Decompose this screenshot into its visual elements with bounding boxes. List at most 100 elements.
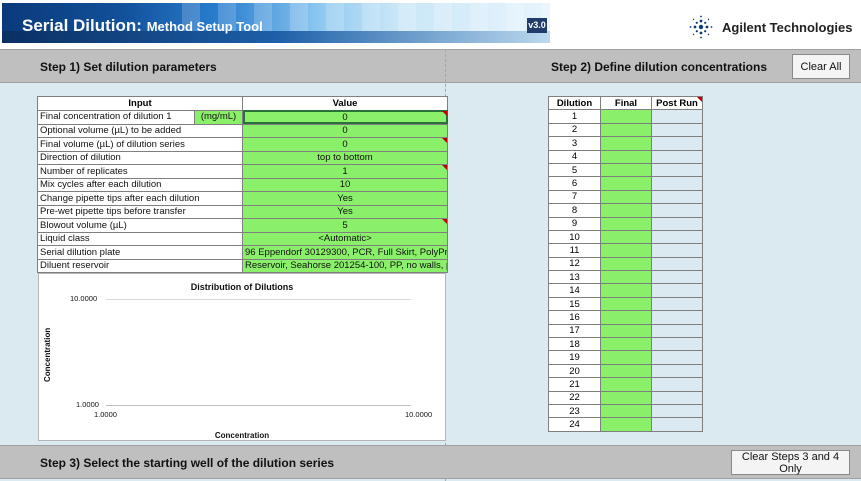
post-run-cell <box>651 377 703 392</box>
dilution-row: 17 <box>548 323 703 339</box>
replicates-value[interactable]: 1 <box>242 164 448 179</box>
post-run-cell <box>651 270 703 285</box>
dilution-row: 23 <box>548 403 703 419</box>
final-concentration-cell[interactable] <box>600 229 652 245</box>
dilution-row: 19 <box>548 350 703 365</box>
final-concentration-cell[interactable] <box>600 296 652 312</box>
value-column-header: Value <box>242 96 448 111</box>
dilution-row: 9 <box>548 216 703 231</box>
final-volume-value[interactable]: 0 <box>242 137 448 152</box>
post-run-cell <box>651 323 703 339</box>
post-run-cell <box>651 162 703 178</box>
agilent-spark-logo-icon <box>689 15 713 39</box>
post-run-cell <box>651 203 703 218</box>
param-label: Optional volume (µL) to be added <box>37 123 243 138</box>
dilution-index: 11 <box>548 243 601 258</box>
final-concentration-cell[interactable] <box>600 377 652 392</box>
x-tick-label: 10.0000 <box>405 410 433 419</box>
clear-all-button[interactable]: Clear All <box>792 54 850 79</box>
dilution-plate-value[interactable]: 96 Eppendorf 30129300, PCR, Full Skirt, … <box>242 245 448 260</box>
dilution-index: 19 <box>548 350 601 365</box>
chart-x-axis-line <box>106 405 411 406</box>
app-subtitle: Method Setup Tool <box>146 19 263 34</box>
final-concentration-cell[interactable] <box>600 109 652 124</box>
final-concentration-cell[interactable] <box>600 390 652 405</box>
input-column-header: Input <box>37 96 243 111</box>
dilution-index: 13 <box>548 270 601 285</box>
dilution-index: 8 <box>548 203 601 218</box>
post-run-cell <box>651 417 703 432</box>
post-run-cell <box>651 390 703 405</box>
final-concentration-cell[interactable] <box>600 176 652 191</box>
x-axis-label: Concentration <box>214 431 270 440</box>
dilution-row: 2 <box>548 122 703 138</box>
post-run-cell <box>651 243 703 258</box>
dilution-row: 15 <box>548 296 703 312</box>
change-tips-value[interactable]: Yes <box>242 191 448 206</box>
dilution-row: 10 <box>548 229 703 245</box>
dilution-row: 16 <box>548 310 703 325</box>
param-label: Change pipette tips after each dilution <box>37 191 243 206</box>
post-run-cell <box>651 350 703 365</box>
final-concentration-cell[interactable] <box>600 243 652 258</box>
post-run-cell <box>651 136 703 151</box>
prewet-tips-value[interactable]: Yes <box>242 204 448 219</box>
dilution-index: 3 <box>548 136 601 151</box>
final-concentration-cell[interactable] <box>600 363 652 379</box>
param-label: Direction of dilution <box>37 150 243 165</box>
dilution-index: 24 <box>548 417 601 432</box>
step3-label: Step 3) Select the starting well of the … <box>40 456 335 470</box>
dilution-row: 21 <box>548 377 703 392</box>
final-concentration-cell[interactable] <box>600 310 652 325</box>
direction-value[interactable]: top to bottom <box>242 150 448 165</box>
dilution-row: 11 <box>548 243 703 258</box>
final-concentration-cell[interactable] <box>600 256 652 272</box>
dilution-row: 14 <box>548 283 703 298</box>
liquid-class-value[interactable]: <Automatic> <box>242 231 448 246</box>
final-concentration-cell[interactable] <box>600 122 652 138</box>
param-row-liquid-class: Liquid class <Automatic> <box>37 231 448 246</box>
dilution-table: Dilution Final Post Run 1 2 3 4 5 6 7 8 9 10 11 12 1… <box>548 95 703 432</box>
final-concentration-cell[interactable] <box>600 136 652 151</box>
final-concentration-cell[interactable] <box>600 216 652 231</box>
param-row-prewet-tips: Pre-wet pipette tips before transfer Yes <box>37 204 448 219</box>
final-concentration-cell[interactable] <box>600 337 652 352</box>
final-column-header: Final <box>600 95 652 111</box>
final-concentration-value[interactable]: 0 <box>242 109 448 125</box>
final-concentration-cell[interactable] <box>600 403 652 419</box>
diluent-reservoir-value[interactable]: Reservoir, Seahorse 201254-100, PP, no w… <box>242 258 448 273</box>
final-concentration-cell[interactable] <box>600 203 652 218</box>
final-concentration-cell[interactable] <box>600 323 652 339</box>
final-concentration-cell[interactable] <box>600 270 652 285</box>
dilution-index: 10 <box>548 229 601 245</box>
dilution-index: 23 <box>548 403 601 419</box>
final-concentration-cell[interactable] <box>600 149 652 164</box>
final-concentration-cell[interactable] <box>600 162 652 178</box>
title-banner: Serial Dilution: Method Setup Tool <box>2 3 550 43</box>
final-concentration-cell[interactable] <box>600 189 652 205</box>
company-name: Agilent Technologies <box>722 20 853 35</box>
final-concentration-cell[interactable] <box>600 417 652 432</box>
clear-steps-3-4-button[interactable]: Clear Steps 3 and 4 Only <box>731 450 850 475</box>
param-row-mix-cycles: Mix cycles after each dilution 10 <box>37 177 448 192</box>
step3-bar: Step 3) Select the starting well of the … <box>0 445 861 479</box>
dilution-index: 21 <box>548 377 601 392</box>
post-run-cell <box>651 229 703 245</box>
param-label: Diluent reservoir <box>37 258 243 273</box>
optional-volume-value[interactable]: 0 <box>242 123 448 138</box>
dilution-distribution-chart: Distribution of Dilutions 10.0000 1.0000… <box>38 273 446 441</box>
dilution-index: 17 <box>548 323 601 339</box>
dilution-row: 20 <box>548 363 703 379</box>
dilution-column-header: Dilution <box>548 95 601 111</box>
concentration-unit[interactable]: (mg/mL) <box>194 111 242 123</box>
blowout-volume-value[interactable]: 5 <box>242 218 448 233</box>
post-run-cell <box>651 189 703 205</box>
app-header: Serial Dilution: Method Setup Tool v3.0 … <box>0 0 861 50</box>
final-concentration-cell[interactable] <box>600 283 652 298</box>
post-run-cell <box>651 256 703 272</box>
mix-cycles-value[interactable]: 10 <box>242 177 448 192</box>
param-label: Number of replicates <box>37 164 243 179</box>
dilution-index: 16 <box>548 310 601 325</box>
final-concentration-cell[interactable] <box>600 350 652 365</box>
post-run-cell <box>651 310 703 325</box>
